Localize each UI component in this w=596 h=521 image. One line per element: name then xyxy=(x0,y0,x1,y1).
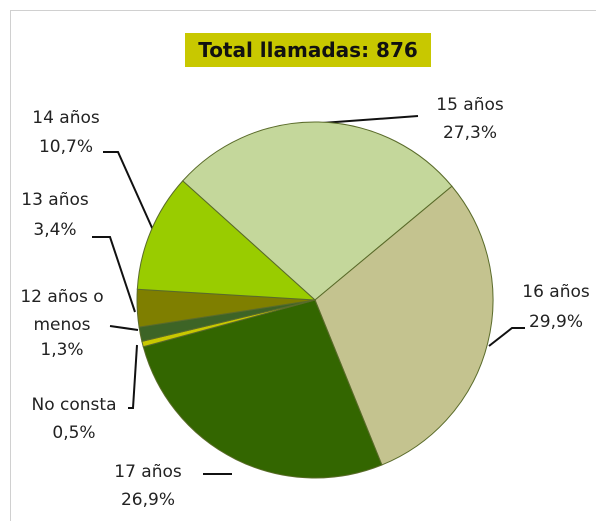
leader-line xyxy=(321,115,419,124)
value-label: 3,4% xyxy=(33,220,77,240)
value-label: 10,7% xyxy=(38,137,93,157)
category-label: 17 años xyxy=(114,462,182,482)
pie-slice xyxy=(314,185,494,466)
leader-line xyxy=(109,325,139,331)
value-label: 1,3% xyxy=(40,340,84,360)
leader-line xyxy=(128,344,138,409)
category-label: 15 años xyxy=(436,95,504,115)
pie-slice xyxy=(136,180,317,301)
leader-line xyxy=(92,236,136,313)
value-label: 0,5% xyxy=(52,423,96,443)
frame xyxy=(10,10,596,521)
leader-line xyxy=(488,327,525,347)
chart-title: Total llamadas: 876 xyxy=(185,33,431,67)
category-label: No consta xyxy=(31,395,117,415)
value-label: 29,9% xyxy=(528,312,583,332)
value-label: 27,3% xyxy=(442,123,497,143)
category-label: 16 años xyxy=(522,282,590,302)
category-label: 12 años o menos xyxy=(20,287,104,335)
category-label: 14 años xyxy=(32,108,100,128)
pie-slice xyxy=(142,299,383,479)
leader-lines xyxy=(92,115,525,475)
category-label: 13 años xyxy=(21,190,89,210)
pie-slice xyxy=(182,121,453,301)
value-label: 26,9% xyxy=(120,490,175,510)
leader-line xyxy=(103,151,154,231)
